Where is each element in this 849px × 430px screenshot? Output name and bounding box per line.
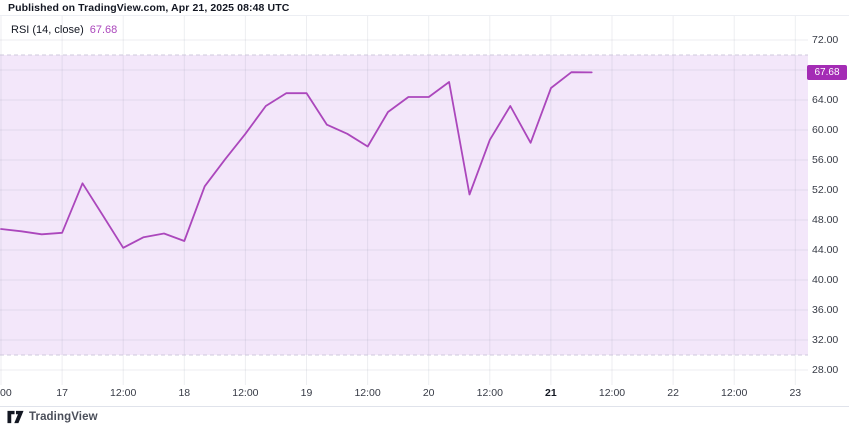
indicator-title: RSI (14, close) [11,24,84,36]
tradingview-logo-icon [7,410,24,424]
price-axis-label: 72.00 [812,34,839,46]
time-axis-label: 23 [789,387,802,399]
indicator-value: 67.68 [89,24,118,36]
time-axis-label: 12:00 [354,387,381,399]
time-axis-label: 12:00 [476,387,503,399]
price-axis-label: 48.00 [812,214,839,226]
time-axis-label: 00 [0,387,12,399]
time-axis-label: 12:00 [721,387,748,399]
price-axis-label: 36.00 [812,304,839,316]
time-axis-label: 12:00 [110,387,137,399]
price-axis-label: 28.00 [812,364,839,376]
last-value-badge: 67.68 [807,64,847,80]
price-axis-label: 52.00 [812,184,839,196]
time-axis-label: 19 [300,387,313,399]
chart-widget [0,15,849,407]
price-axis-label: 40.00 [812,274,839,286]
price-axis-label: 64.00 [812,94,839,106]
time-axis-label: 20 [422,387,435,399]
tradingview-logo-text: TradingView [29,411,98,423]
time-axis-label: 21 [545,387,557,399]
price-axis-label: 56.00 [812,154,839,166]
time-axis-label: 17 [56,387,68,399]
published-caption: Published on TradingView.com, Apr 21, 20… [8,2,290,14]
time-axis-label: 22 [667,387,679,399]
time-axis-label: 12:00 [232,387,259,399]
time-axis[interactable]: 00 17 12:00 18 12:00 19 12:00 20 12:00 21 12:00 22 1… [0,387,808,405]
price-axis[interactable]: 72.0068.0064.0060.0056.0052.0048.0044.00… [808,15,849,405]
price-axis-label: 60.00 [812,124,839,136]
price-axis-label: 44.00 [812,244,839,256]
indicator-legend[interactable]: RSI (14, close) 67.68 [11,24,117,36]
time-axis-label: 18 [178,387,191,399]
price-axis-label: 32.00 [812,334,839,346]
time-axis-label: 12:00 [598,387,626,399]
tradingview-logo[interactable]: TradingView [7,410,98,424]
